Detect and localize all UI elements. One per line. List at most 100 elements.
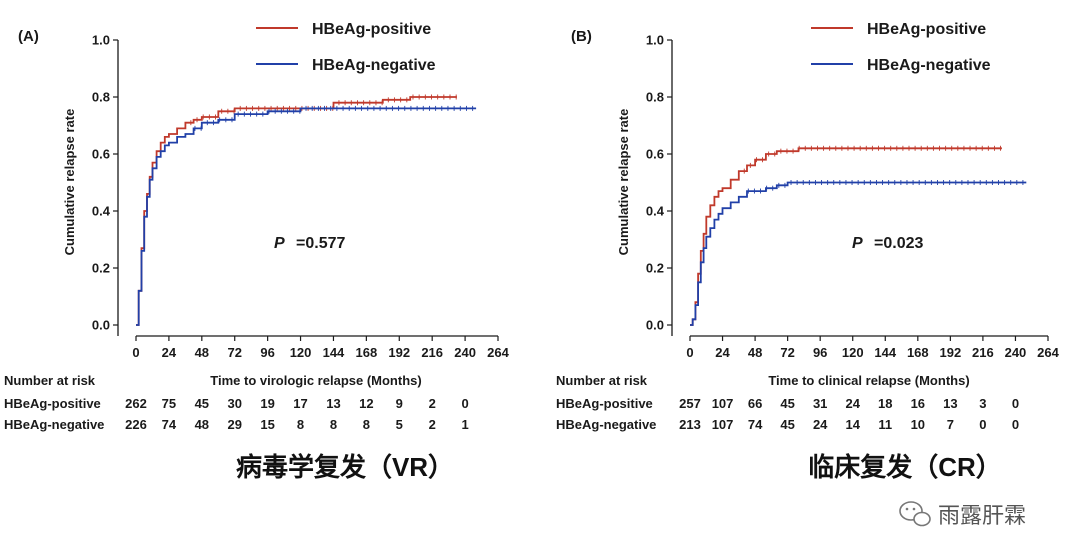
x-tick-label: 240: [1005, 345, 1027, 360]
series-line-hbeag-negative: [136, 107, 477, 326]
x-tick-label: 264: [487, 345, 509, 360]
risk-cell: 30: [227, 396, 241, 411]
series-line-hbeag-negative: [690, 181, 1027, 326]
x-tick-label: 72: [780, 345, 794, 360]
y-tick-label: 0.0: [92, 318, 110, 333]
wechat-icon: [899, 501, 931, 527]
risk-cell: 2: [429, 396, 436, 411]
risk-cell: 14: [845, 417, 860, 432]
censor-marks-hbeag-positive: [190, 94, 457, 126]
x-tick-label: 72: [227, 345, 241, 360]
risk-cell: 75: [162, 396, 176, 411]
risk-cell: 5: [396, 417, 403, 432]
panel-label: (B): [571, 28, 592, 45]
x-tick-label: 216: [972, 345, 994, 360]
risk-cell: 2: [429, 417, 436, 432]
x-tick-label: 0: [686, 345, 693, 360]
x-tick-label: 216: [421, 345, 443, 360]
panel-caption: 临床复发（CR）: [808, 452, 1002, 482]
risk-cell: 0: [979, 417, 986, 432]
x-tick-label: 168: [907, 345, 929, 360]
x-tick-label: 96: [813, 345, 827, 360]
series-line-hbeag-positive: [136, 96, 457, 326]
risk-table-header: Number at risk: [4, 373, 96, 388]
risk-cell: 107: [712, 417, 734, 432]
watermark-text: 雨露肝霖: [938, 503, 1026, 528]
y-tick-label: 1.0: [92, 33, 110, 48]
risk-cell: 13: [326, 396, 340, 411]
risk-cell: 16: [911, 396, 925, 411]
panel-label: (A): [18, 28, 39, 45]
series-line-hbeag-positive: [690, 147, 1002, 326]
legend-label-hbeag-positive: HBeAg-positive: [867, 21, 986, 38]
panel-caption: 病毒学复发（VR）: [236, 452, 454, 482]
risk-cell: 29: [227, 417, 241, 432]
risk-row-label: HBeAg-negative: [556, 417, 656, 432]
x-tick-label: 192: [388, 345, 410, 360]
risk-cell: 17: [293, 396, 307, 411]
x-tick-label: 96: [260, 345, 274, 360]
risk-cell: 10: [911, 417, 925, 432]
watermark: 雨露肝霖: [899, 501, 1026, 528]
y-tick-label: 0.8: [646, 90, 664, 105]
risk-cell: 8: [330, 417, 337, 432]
censor-marks-hbeag-negative: [194, 105, 474, 131]
x-tick-label: 144: [874, 345, 896, 360]
risk-cell: 45: [780, 396, 794, 411]
risk-cell: 74: [748, 417, 763, 432]
p-value-text: =0.577: [296, 235, 345, 252]
y-tick-label: 0.6: [92, 147, 110, 162]
risk-row-label: HBeAg-negative: [4, 417, 104, 432]
y-tick-label: 0.8: [92, 90, 110, 105]
y-tick-label: 0.0: [646, 318, 664, 333]
risk-cell: 7: [947, 417, 954, 432]
risk-cell: 15: [260, 417, 274, 432]
x-tick-label: 192: [940, 345, 962, 360]
risk-cell: 74: [162, 417, 177, 432]
risk-cell: 24: [845, 396, 860, 411]
risk-cell: 12: [359, 396, 373, 411]
risk-row-label: HBeAg-positive: [556, 396, 653, 411]
p-value-prefix: P: [852, 235, 863, 252]
risk-cell: 66: [748, 396, 762, 411]
x-tick-label: 48: [195, 345, 209, 360]
risk-cell: 262: [125, 396, 147, 411]
risk-cell: 1: [461, 417, 468, 432]
y-axis-title: Cumulative relapse rate: [616, 109, 631, 256]
x-tick-label: 144: [323, 345, 345, 360]
x-axis-title: Time to clinical relapse (Months): [768, 373, 969, 388]
x-tick-label: 48: [748, 345, 762, 360]
x-tick-label: 168: [356, 345, 378, 360]
x-tick-label: 24: [715, 345, 730, 360]
censor-marks-hbeag-positive: [743, 145, 1001, 174]
risk-cell: 18: [878, 396, 892, 411]
y-tick-label: 0.2: [92, 261, 110, 276]
legend-label-hbeag-positive: HBeAg-positive: [312, 21, 431, 38]
risk-cell: 13: [943, 396, 957, 411]
risk-cell: 8: [297, 417, 304, 432]
risk-cell: 45: [195, 396, 209, 411]
risk-cell: 24: [813, 417, 828, 432]
y-tick-label: 0.6: [646, 147, 664, 162]
y-tick-label: 1.0: [646, 33, 664, 48]
legend-label-hbeag-negative: HBeAg-negative: [867, 57, 991, 74]
legend-label-hbeag-negative: HBeAg-negative: [312, 57, 436, 74]
x-tick-label: 24: [162, 345, 177, 360]
x-tick-label: 264: [1037, 345, 1059, 360]
p-value-text: =0.023: [874, 235, 923, 252]
x-axis-title: Time to virologic relapse (Months): [210, 373, 421, 388]
censor-marks-hbeag-negative: [747, 180, 1024, 194]
y-tick-label: 0.4: [92, 204, 111, 219]
x-tick-label: 0: [132, 345, 139, 360]
risk-cell: 48: [195, 417, 209, 432]
p-value-prefix: P: [274, 235, 285, 252]
x-tick-label: 120: [842, 345, 864, 360]
risk-cell: 213: [679, 417, 701, 432]
x-tick-label: 240: [454, 345, 476, 360]
panel-a-chart: (A)0.00.20.40.60.81.00 24 48 72 96 120 144 168 1…: [4, 21, 510, 482]
risk-cell: 0: [461, 396, 468, 411]
risk-table-header: Number at risk: [556, 373, 648, 388]
x-tick-label: 120: [290, 345, 312, 360]
risk-row-label: HBeAg-positive: [4, 396, 101, 411]
